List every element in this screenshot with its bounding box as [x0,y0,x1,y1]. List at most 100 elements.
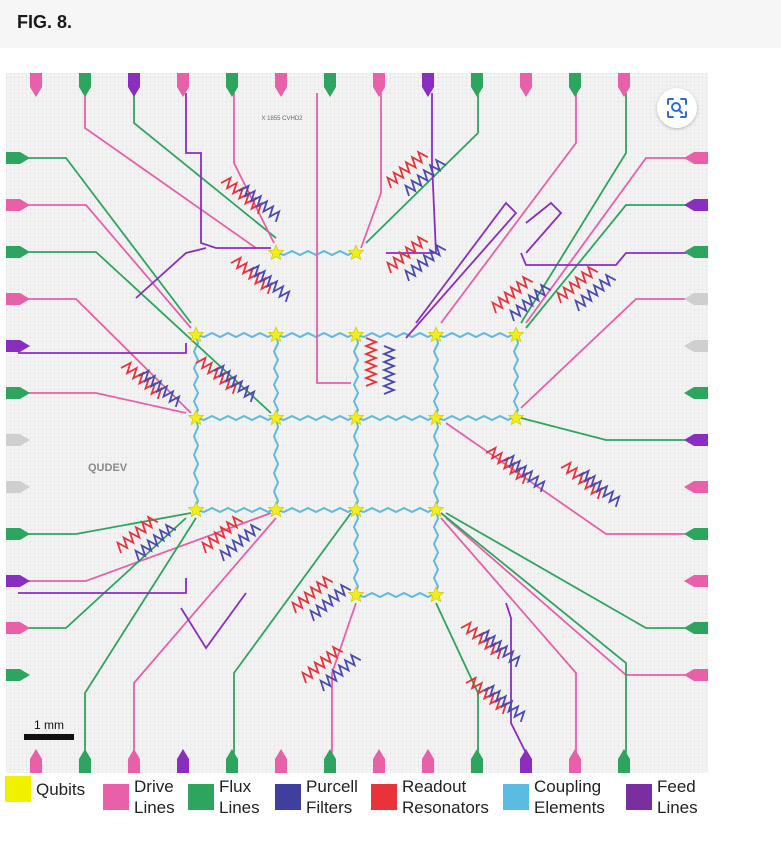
control-line [525,157,696,324]
legend-swatch-feed [626,784,652,810]
bond-pad [6,528,30,540]
bond-pad [30,749,42,773]
purcell-filter [238,184,281,223]
coupling-element [355,591,437,599]
readout-resonator [560,461,603,500]
legend-item-purcell-filters: Purcell Filters [275,776,358,818]
purcell-filter [213,364,256,403]
bond-pad [520,749,532,773]
readout-resonator [291,575,334,614]
legend-label: Qubits [36,779,86,799]
bond-pad [422,749,434,773]
coupling-element [195,506,277,514]
qubits [187,244,525,603]
bond-pad [373,73,385,97]
feed-line [18,343,187,354]
legend-swatch-coupling [503,784,529,810]
legend-label: Drive [134,777,174,796]
purcell-filter [134,523,177,562]
qubit [347,586,365,603]
readout-resonator [120,361,163,400]
feed-line [135,201,518,339]
readout-resonator [485,446,528,485]
bond-pad [569,73,581,97]
coupling-element [275,506,357,514]
coupling-element [195,331,277,339]
bond-pad [226,73,238,97]
bond-pad [569,749,581,773]
control-line [18,512,272,582]
control-line [84,517,197,753]
readout-resonator [386,235,429,274]
bond-pad [684,340,708,352]
coupling-element [352,509,360,596]
coupling-element [195,414,277,422]
legend-item-coupling-elements: Coupling Elements [503,776,605,818]
legend-label: Lines [219,798,260,817]
bond-pad [226,749,238,773]
qubit [347,501,365,518]
legend-label: Resonators [402,798,489,817]
purcell-filter [509,283,552,322]
bond-pad [684,669,708,681]
coupling-element [432,509,440,596]
coupling-element [355,414,437,422]
legend-item-flux-lines: Flux Lines [188,776,260,818]
control-line [18,298,192,414]
readout-resonator [230,256,273,295]
resonators [116,150,621,723]
legend-swatch-qubits [5,776,31,802]
purcell-filter [248,264,291,303]
bond-pad [684,246,708,258]
bond-pad [6,152,30,164]
control-line [18,251,272,414]
control-line [133,517,277,753]
coupling-elements [192,249,520,599]
feed-line [505,602,527,754]
control-line [18,157,192,324]
control-line [520,298,696,409]
coupling-element [512,334,520,419]
scale-bar-label: 1 mm [34,718,64,732]
bond-pad [30,73,42,97]
bond-pad [471,749,483,773]
purcell-filter [503,454,546,493]
legend-item-qubits: Qubits [5,776,85,802]
control-line [360,93,382,249]
control-line [84,93,257,249]
qubit [187,409,205,426]
coupling-element [192,334,200,419]
bond-pads [6,73,708,773]
readout-resonator [556,265,599,304]
purcell-filter [478,629,521,668]
readout-resonator [220,176,263,215]
figure-header: FIG. 8. [0,0,781,48]
coupling-element [272,334,280,419]
coupling-element [435,414,517,422]
bond-pad [79,749,91,773]
bond-pad [6,387,30,399]
zoom-button[interactable] [657,88,697,128]
bond-pad [177,73,189,97]
readout-resonator [491,275,534,314]
coupling-element [435,331,517,339]
figure-label: FIG. 8. [17,12,73,32]
bond-pad [684,622,708,634]
qubit [507,409,525,426]
chip-image[interactable]: X 1855 CVHD2 QUDEV 1 mm [6,73,708,773]
bond-pad [520,73,532,97]
readout-resonator [301,645,344,684]
legend-item-readout-resonators: Readout Resonators [371,776,489,818]
bond-pad [6,575,30,587]
legend-label: Flux [219,777,252,796]
bond-pad [6,669,30,681]
purcell-filter [578,469,621,508]
bond-pad [422,73,434,97]
control-line [316,93,351,384]
bond-pad [275,749,287,773]
purcell-filter [404,158,447,197]
qubit [187,501,205,518]
legend-label: Readout [402,777,467,796]
bond-pad [79,73,91,97]
legend-label: Purcell [306,777,358,796]
